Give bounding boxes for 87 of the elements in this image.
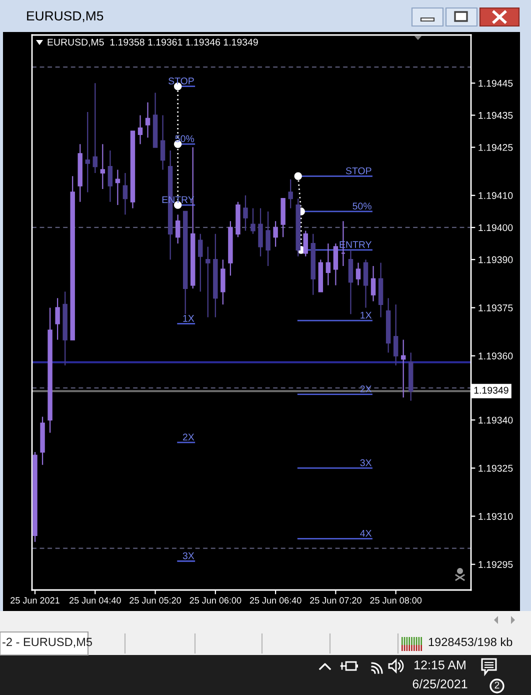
candlestick — [115, 169, 120, 206]
y-tick-label: 1.19425 — [478, 144, 513, 151]
text: -2 - EURUSD,M5 — [2, 638, 92, 648]
annotation: STOP — [346, 167, 372, 174]
candlestick — [145, 102, 150, 138]
candlestick — [78, 144, 82, 202]
candlestick — [108, 150, 113, 202]
x-tick-label: 25 Jun 2021 — [10, 597, 60, 604]
y-tick-label: 1.19390 — [478, 256, 513, 264]
text: 12:15 AM — [414, 660, 466, 670]
candlestick — [386, 298, 391, 354]
y-tick-label: 1.19410 — [478, 192, 513, 200]
annotation: 1X — [183, 315, 194, 322]
candlestick — [363, 259, 368, 308]
annotation: 4X — [360, 530, 372, 537]
candlestick — [378, 262, 384, 318]
candlestick — [370, 265, 376, 302]
candlestick — [280, 198, 286, 238]
candlestick — [356, 262, 361, 286]
candlestick — [198, 233, 203, 292]
y-tick-label: 1.19400 — [478, 224, 513, 232]
candlestick — [273, 220, 278, 248]
candlestick — [243, 194, 248, 232]
x-tick-label: 25 Jun 07:20 — [310, 597, 362, 604]
candlestick — [296, 198, 300, 257]
x-tick-label: 25 Jun 06:00 — [190, 597, 242, 604]
chart-title: EURUSD,M5 — [27, 11, 104, 22]
annotation: 3X — [360, 459, 372, 466]
y-tick-label: 1.19360 — [478, 352, 513, 360]
text: 1928453/198 kb — [428, 637, 512, 646]
text: 2 — [494, 682, 500, 689]
annotation: 50% — [175, 135, 194, 142]
candlestick — [138, 114, 143, 145]
candlestick — [48, 307, 52, 434]
candlestick — [62, 291, 68, 366]
candlestick — [130, 130, 136, 209]
candlestick — [40, 416, 45, 466]
candlestick — [100, 144, 106, 190]
annotation: 3X — [182, 552, 194, 560]
candlestick — [228, 220, 233, 276]
annotation: 1X — [360, 312, 372, 319]
candlestick — [85, 111, 90, 193]
candlestick — [333, 242, 338, 286]
candlestick — [220, 259, 226, 306]
candlestick — [152, 92, 158, 148]
y-tick-label: 1.19435 — [478, 112, 513, 119]
annotation: STOP — [168, 78, 194, 84]
candlestick — [303, 230, 308, 257]
candlestick — [310, 233, 316, 296]
candlestick — [326, 242, 331, 286]
candlestick — [92, 82, 98, 174]
candlestick — [122, 172, 128, 216]
x-tick-label: 25 Jun 04:40 — [70, 597, 121, 604]
text: 6/25/2021 — [412, 679, 468, 688]
candlestick — [348, 249, 354, 315]
y-tick-label: 1.19445 — [478, 80, 513, 87]
ref-line-label: 1.19349 — [474, 386, 508, 394]
candlestick — [408, 352, 414, 402]
candlestick — [393, 304, 398, 366]
annotation: 2X — [360, 386, 372, 392]
y-tick-label: 1.19310 — [478, 512, 513, 520]
y-tick-label: 1.19340 — [478, 416, 513, 424]
candlestick — [266, 210, 270, 267]
candlestick — [175, 214, 180, 244]
annotation: 2X — [182, 434, 194, 440]
candlestick — [70, 176, 75, 340]
point — [294, 172, 302, 180]
candlestick — [236, 201, 240, 238]
candlestick — [400, 339, 406, 398]
candlestick — [160, 114, 166, 170]
y-tick-label: 1.19295 — [478, 561, 513, 568]
candlestick — [206, 246, 210, 318]
candlestick — [288, 178, 293, 209]
candlestick — [182, 210, 188, 315]
candlestick — [213, 233, 218, 318]
candlestick — [55, 298, 60, 340]
x-tick-label: 25 Jun 06:40 — [250, 597, 302, 604]
candlestick — [258, 208, 263, 257]
chart-subtitle: EURUSD,M5 1.19358 1.19361 1.19346 1.19349 — [48, 38, 258, 47]
candlestick — [32, 451, 38, 542]
x-tick-label: 25 Jun 08:00 — [370, 597, 422, 604]
y-tick-label: 1.19375 — [478, 304, 513, 312]
x-tick-label: 25 Jun 05:20 — [130, 597, 182, 604]
y-tick-label: 1.19325 — [478, 464, 513, 472]
candlestick — [318, 259, 324, 292]
candlestick — [250, 208, 256, 234]
annotation: 50% — [352, 202, 372, 210]
